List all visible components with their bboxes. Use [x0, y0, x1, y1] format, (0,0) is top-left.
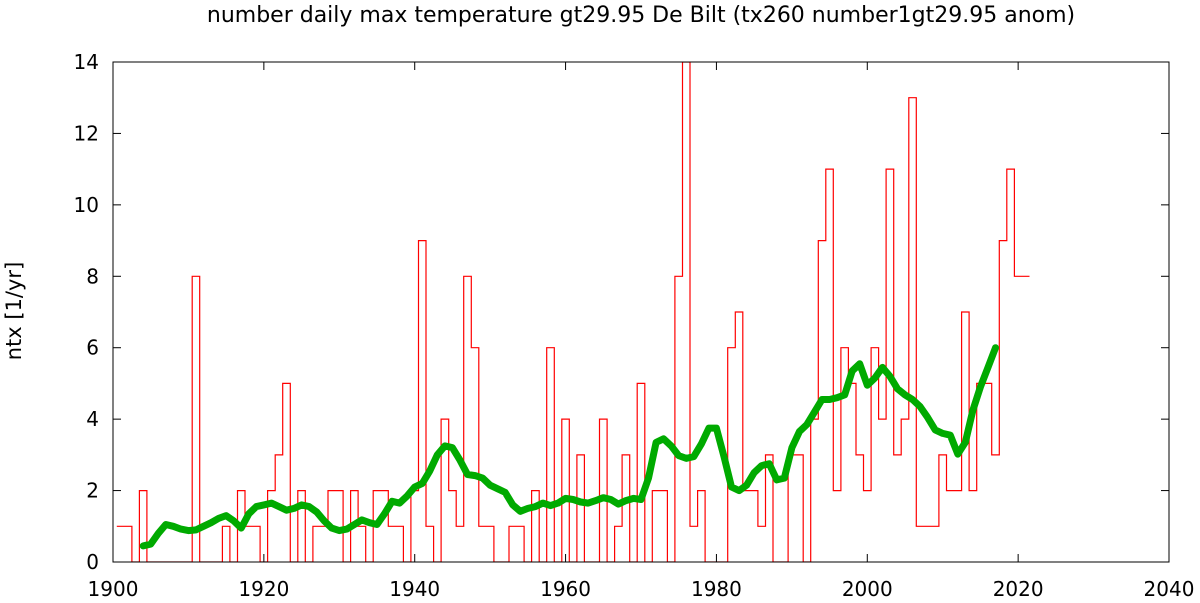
y-tick-label: 4 [86, 407, 99, 431]
y-tick-label: 8 [86, 264, 99, 288]
chart-title: number daily max temperature gt29.95 De … [207, 3, 1075, 28]
y-axis-label: ntx [1/yr] [2, 262, 26, 361]
plot-frame [112, 61, 1170, 563]
y-tick-label: 14 [74, 50, 99, 74]
x-tick-label: 1900 [88, 577, 139, 601]
x-tick-label: 2040 [1144, 577, 1195, 601]
x-tick-label: 1980 [691, 577, 742, 601]
x-tick-label: 1920 [238, 577, 289, 601]
y-tick-label: 12 [74, 121, 99, 145]
y-tick-label: 2 [86, 479, 99, 503]
y-tick-label: 0 [86, 550, 99, 574]
x-tick-label: 2020 [993, 577, 1044, 601]
x-tick-label: 1940 [389, 577, 440, 601]
axis-ticks: 1900 1920 1940 1960 1980 2000 2020 2040 0 2 4 6 8 10 1… [74, 50, 1195, 601]
series-line [139, 344, 999, 550]
series-line [116, 62, 1030, 562]
y-tick-label: 6 [86, 336, 99, 360]
y-tick-label: 10 [74, 193, 99, 217]
plot-area [116, 62, 1030, 562]
x-tick-label: 2000 [842, 577, 893, 601]
series-annual-counts [116, 62, 1030, 562]
x-tick-label: 1960 [540, 577, 591, 601]
series-smoothed [139, 344, 999, 550]
